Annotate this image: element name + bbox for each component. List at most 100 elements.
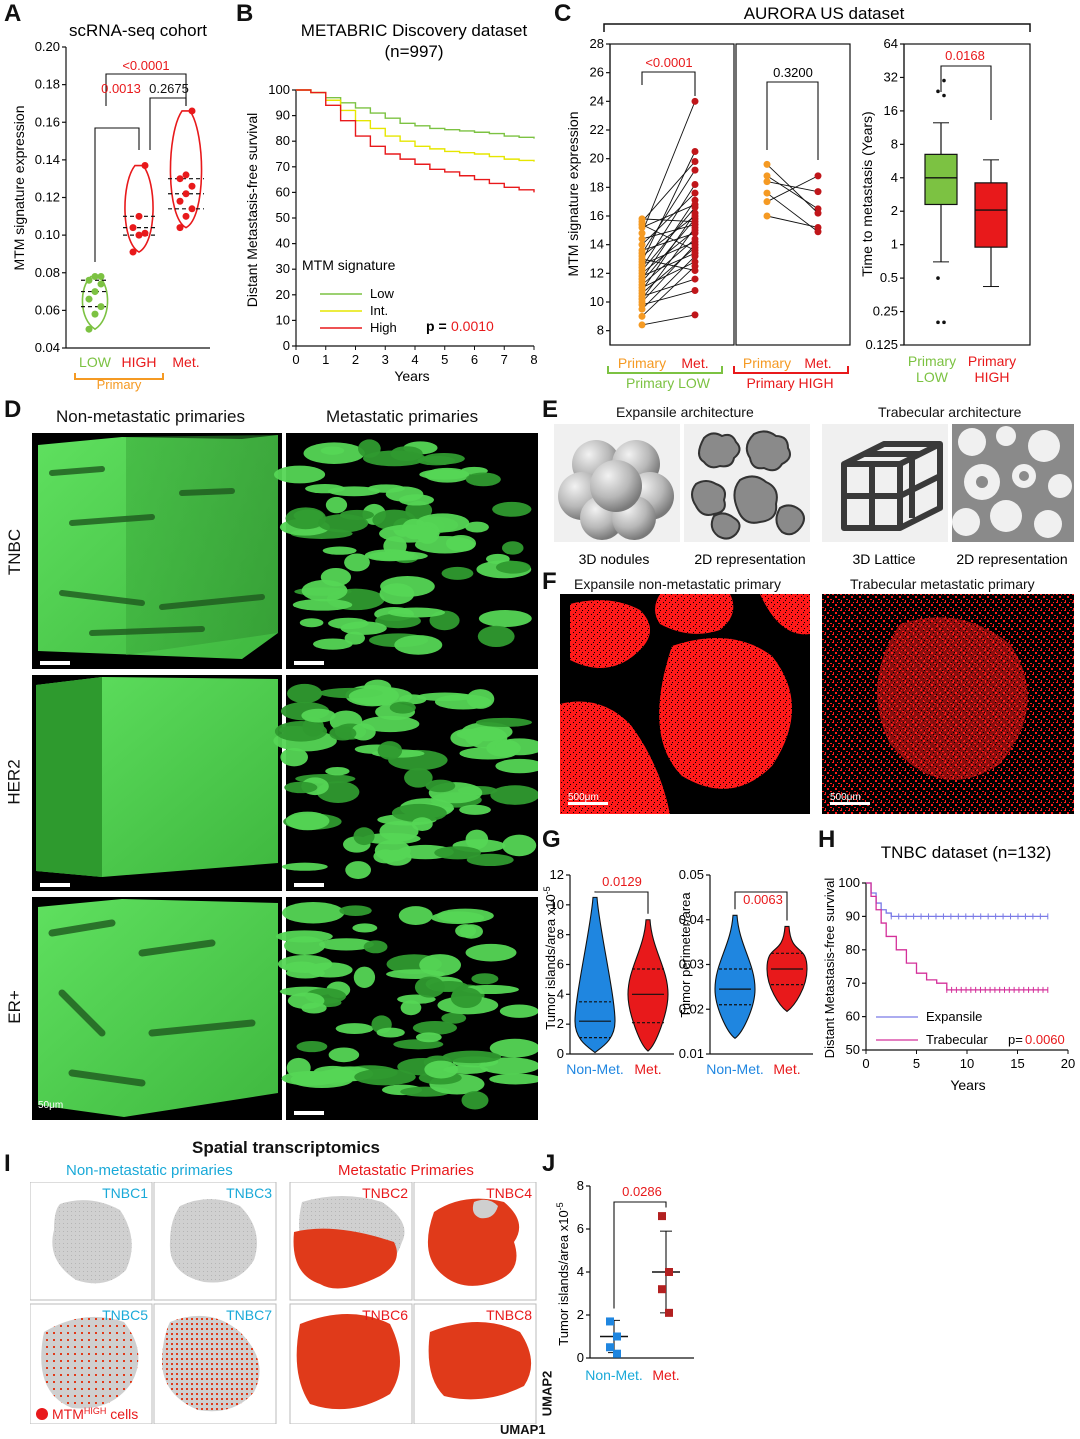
chart-c-box-ytick-5: 4 — [891, 170, 898, 185]
chart-c-point-primary-0-1 — [638, 312, 646, 320]
chart-c-xtick-high-met: Met. — [804, 355, 831, 371]
chart-a-point-2-5 — [188, 182, 196, 190]
chart-g1-violin: Tumor islands/area x10-5 0 2 4 6 8 10 12 0.012… — [542, 867, 674, 1077]
render-met-blob-49 — [419, 469, 470, 480]
chart-a-bracket-high-met — [149, 97, 187, 150]
chart-a-point-2-1 — [182, 212, 190, 220]
chart-a-point-0-0 — [85, 325, 93, 333]
chart-c-point-met-0-22 — [691, 229, 699, 237]
chart-b-ytick-1: 10 — [276, 312, 290, 327]
chart-c-box-ytick-6: 8 — [891, 136, 898, 151]
chart-c-pair-line-0-29 — [641, 218, 696, 223]
panel-f-scalebar-b: 500μm — [830, 792, 861, 803]
render-tnbc-met — [274, 433, 538, 669]
chart-a-point-0-4 — [91, 288, 99, 296]
panel-letter-e: E — [542, 396, 559, 423]
render-met-blob-33 — [417, 455, 456, 466]
chart-g1-xtick-nonmet: Non-Met. — [566, 1061, 624, 1077]
render-met-blob-8 — [313, 638, 353, 650]
chart-a-violin: scRNA-seq cohort MTM signature expressio… — [11, 21, 210, 392]
chart-c-bracket-high — [766, 81, 819, 160]
panel-i-legend-sup: HIGH — [84, 1406, 107, 1416]
chart-c-pair-line-0-28 — [641, 161, 696, 223]
render-met-blob-53 — [450, 728, 484, 747]
chart-c-box-pvalue: 0.0168 — [945, 48, 985, 63]
chart-c-point-met-0-16 — [691, 180, 699, 188]
chart-h-ylabel: Distant Metastasis-free survival — [822, 878, 837, 1059]
chart-c-title: AURORA US dataset — [744, 4, 905, 23]
render-met-blob-24 — [466, 853, 514, 867]
chart-h-curves — [866, 882, 1049, 993]
chart-g1-pvalue: 0.0129 — [602, 874, 642, 889]
panel-letter-a: A — [4, 0, 22, 27]
chart-c-pair-line-0-11 — [641, 218, 696, 283]
panel-d-col-met: Metastatic primaries — [326, 407, 479, 426]
render-met-blob-51 — [442, 1050, 502, 1064]
chart-b-ytick-9: 90 — [276, 108, 290, 123]
chart-h-ytick-2: 70 — [846, 975, 860, 990]
chart-c-point-primary-0-24 — [638, 235, 646, 243]
render-met-blob-64 — [465, 521, 489, 533]
chart-b-xtick-2: 2 — [352, 352, 359, 367]
chart-b-curve-1 — [296, 89, 535, 162]
chart-c-point-met-0-23 — [691, 189, 699, 197]
chart-j-ytick-0: 0 — [577, 1350, 584, 1365]
chart-c-point-met-0-27 — [691, 246, 699, 254]
chart-a-point-0-5 — [97, 280, 105, 288]
chart-c-pair-line-0-15 — [641, 207, 696, 271]
umap-tile-tnbc8 — [413, 1303, 537, 1424]
chart-g1-ylabel-main: Tumor islands/area x10 — [543, 894, 558, 1029]
chart-j-point-0-1 — [606, 1343, 614, 1352]
chart-g2-ylabel: Tumor perimeter/area — [678, 892, 693, 1018]
chart-g2-ytick-3: 0.04 — [679, 912, 704, 927]
chart-h-km: TNBC dataset (n=132) Distant Metastasis-… — [822, 843, 1075, 1093]
chart-g1-violin-0 — [574, 896, 616, 1054]
chart-a-point-2-7 — [182, 171, 190, 179]
render-met-blob-4 — [495, 758, 538, 774]
chart-c-ytick-2: 12 — [590, 265, 604, 280]
render-met-blob-43 — [280, 747, 308, 767]
chart-c-ytick-6: 20 — [590, 151, 604, 166]
render-met-blob-45 — [284, 781, 318, 794]
chart-a-ytick-0: 0.04 — [35, 340, 60, 355]
render-met-blob-54 — [425, 779, 456, 793]
chart-h-ytick-1: 60 — [846, 1009, 860, 1024]
render-met-blob-45 — [362, 450, 426, 467]
chart-a-ytick-5: 0.14 — [35, 152, 60, 167]
render-met-blob-48 — [285, 507, 327, 530]
chart-c-ytick-8: 24 — [590, 93, 604, 108]
chart-c-ytick-10: 28 — [590, 36, 604, 51]
chart-b-curve-2 — [296, 89, 535, 193]
panel-i-group-nonmet: Non-metastatic primaries — [66, 1162, 233, 1179]
chart-c-box-xtick-low-l2: LOW — [916, 369, 949, 385]
chart-b-xtick-4: 4 — [411, 352, 418, 367]
chart-c-low-bracket — [607, 366, 723, 374]
render-met-blob-7 — [489, 1073, 538, 1085]
chart-c-box-ytick-3: 1 — [891, 237, 898, 252]
render-met-blob-12 — [471, 973, 499, 985]
render-met-blob-23 — [479, 1057, 538, 1075]
chart-j-xtick-nonmet: Non-Met. — [585, 1367, 643, 1383]
render-met-blob-63 — [461, 1091, 489, 1110]
chart-c-box-ylabel: Time to metastasis (Years) — [859, 111, 875, 276]
panel-i-legend-prefix: MTM — [52, 1406, 84, 1422]
panel-i-legend-dot — [36, 1408, 48, 1420]
render-met-blob-26 — [274, 465, 326, 484]
chart-c-box-xtick-high-l1: Primary — [968, 353, 1016, 369]
chart-c-title-bracket — [603, 23, 1031, 32]
render-met-blob-57 — [391, 803, 447, 823]
chart-j-ylabel: Tumor islands/area x10-5 — [555, 1202, 571, 1345]
chart-j-xtick-met: Met. — [652, 1367, 679, 1383]
chart-b-ytick-2: 20 — [276, 287, 290, 302]
chart-c-frame-high — [735, 43, 851, 346]
chart-c-point-met-1-2 — [814, 228, 822, 236]
chart-a-pvalue-low-high: 0.0013 — [101, 81, 141, 96]
chart-c-frame-low — [609, 43, 735, 346]
chart-c-xtick-low-met: Met. — [681, 355, 708, 371]
chart-h-pvalue-label: p= — [1008, 1032, 1023, 1047]
chart-c-pair-line-0-5 — [641, 227, 696, 300]
chart-c-point-met-0-21 — [691, 166, 699, 174]
chart-j-point-0-3 — [606, 1317, 614, 1326]
render-met-blob-38 — [325, 496, 348, 514]
chart-g1-ytick-3: 6 — [557, 957, 564, 972]
